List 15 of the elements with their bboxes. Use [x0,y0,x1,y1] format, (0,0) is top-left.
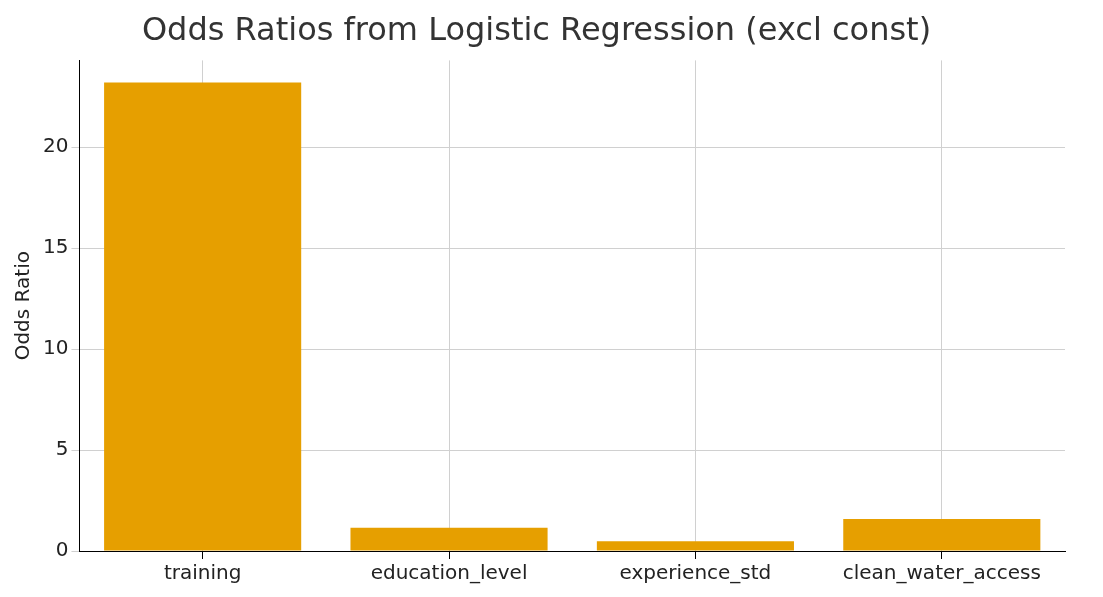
bar [596,541,794,551]
x-tick-label: experience_std [619,560,772,585]
bar [350,527,548,551]
x-tick-label: clean_water_access [842,560,1041,585]
y-tick-label: 10 [43,335,69,360]
bar [843,518,1041,551]
x-tick-label: education_level [370,560,528,585]
y-axis-title: Odds Ratio [10,251,35,361]
x-tick-label: training [163,560,242,585]
bar [104,82,302,551]
chart-title: Odds Ratios from Logistic Regression (excl const) [141,9,932,48]
y-tick-label: 15 [43,234,69,259]
y-tick-label: 20 [43,133,69,158]
y-tick-label: 5 [55,436,69,461]
y-tick-label: 0 [55,537,69,562]
